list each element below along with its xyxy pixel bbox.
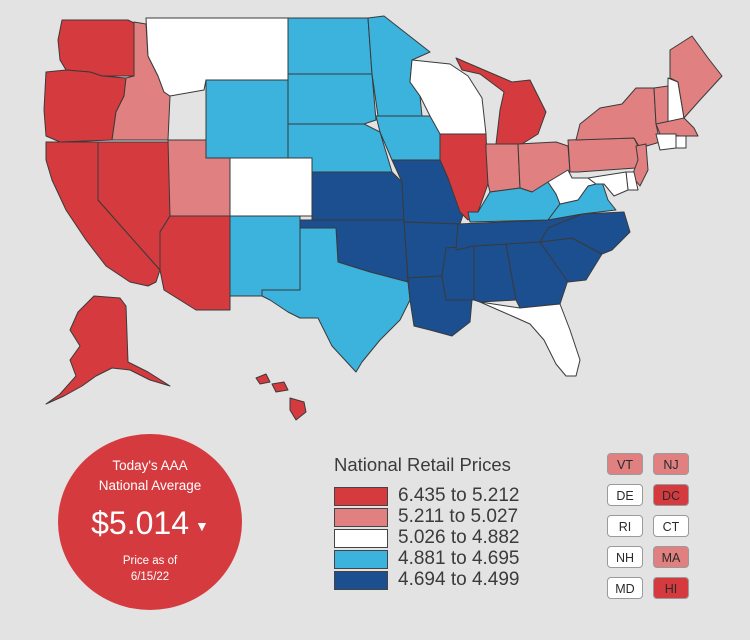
state-ny[interactable] (575, 87, 661, 149)
state-me[interactable] (669, 35, 723, 119)
national-average-badge: Today's AAA National Average $5.014 ▼ Pri… (58, 434, 242, 610)
state-nd[interactable] (287, 17, 373, 75)
state-az[interactable] (159, 215, 231, 311)
legend-swatch (334, 550, 388, 569)
state-in[interactable] (485, 143, 521, 193)
national-average-price: $5.014 ▼ (58, 506, 242, 543)
state-chip-md[interactable]: MD (607, 577, 643, 599)
legend-swatch (334, 529, 388, 548)
legend-title: National Retail Prices (334, 454, 511, 475)
price-date-note: Price as of 6/15/22 (58, 553, 242, 585)
state-chip-nh[interactable]: NH (607, 546, 643, 568)
state-chip-hi[interactable]: HI (653, 577, 689, 599)
price-date-value: 6/15/22 (130, 571, 170, 583)
state-chip-ri[interactable]: RI (607, 515, 643, 537)
state-wy[interactable] (205, 79, 289, 159)
state-vt[interactable] (653, 85, 669, 125)
state-ak[interactable] (45, 295, 171, 405)
state-nm[interactable] (229, 215, 301, 297)
price-value: $5.014 (91, 505, 189, 541)
state-wa[interactable] (57, 19, 137, 77)
state-chip-nj[interactable]: NJ (653, 453, 689, 475)
state-chip-ma[interactable]: MA (653, 546, 689, 568)
state-fl[interactable] (479, 301, 581, 377)
state-chip-ct[interactable]: CT (653, 515, 689, 537)
legend-swatch (334, 487, 388, 506)
state-pa[interactable] (567, 137, 643, 173)
legend-label: 4.694 to 4.499 (398, 569, 520, 590)
state-nj[interactable] (631, 143, 649, 187)
state-ri[interactable] (675, 135, 687, 149)
state-ks[interactable] (311, 171, 405, 221)
price-date-label: Price as of (122, 555, 178, 567)
state-hi[interactable] (255, 373, 307, 421)
state-tx[interactable] (261, 227, 411, 373)
badge-title: Today's AAA National Average (58, 456, 242, 496)
legend-label: 6.435 to 5.212 (398, 485, 520, 506)
state-co[interactable] (229, 157, 313, 217)
legend-swatch (334, 571, 388, 590)
legend-label: 5.026 to 4.882 (398, 527, 520, 548)
legend-swatch (334, 508, 388, 527)
badge-title-line1: Today's AAA (112, 458, 188, 473)
state-sd[interactable] (287, 73, 377, 125)
state-chip-vt[interactable]: VT (607, 453, 643, 475)
legend-label: 5.211 to 5.027 (398, 506, 519, 527)
down-triangle-icon: ▼ (195, 517, 209, 534)
state-ms[interactable] (441, 245, 475, 301)
state-nc[interactable] (539, 211, 631, 255)
state-md[interactable] (587, 171, 629, 197)
state-ct[interactable] (655, 133, 677, 151)
state-wv[interactable] (547, 169, 597, 205)
state-chip-de[interactable]: DE (607, 484, 643, 506)
state-chip-dc[interactable]: DC (653, 484, 689, 506)
us-gas-price-map (43, 15, 723, 421)
badge-title-line2: National Average (98, 478, 202, 493)
legend-label: 4.881 to 4.695 (398, 548, 520, 569)
